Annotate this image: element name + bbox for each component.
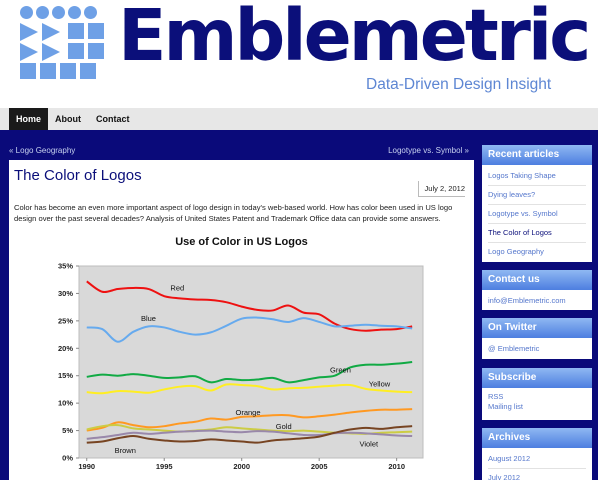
recent-article-link[interactable]: Logotype vs. Symbol (488, 205, 586, 224)
y-tick-label: 20% (58, 344, 73, 353)
previous-post-link[interactable]: « Logo Geography (9, 146, 76, 155)
series-line-blue (86, 316, 413, 343)
recent-article-link[interactable]: The Color of Logos (488, 224, 586, 243)
site-title[interactable]: Emblemetric (118, 0, 591, 77)
series-label-orange: Orange (236, 408, 261, 417)
y-tick-label: 35% (58, 262, 73, 271)
site-tagline: Data-Driven Design Insight (366, 76, 552, 93)
y-tick-label: 0% (62, 454, 73, 463)
main-content: The Color of Logos July 2, 2012 Color ha… (9, 160, 474, 480)
mailing-list-link[interactable]: Mailing list (488, 402, 524, 411)
nav-item-about[interactable]: About (55, 114, 81, 124)
subscribe-heading: Subscribe (482, 368, 592, 388)
series-label-red: Red (170, 284, 184, 293)
recent-article-link[interactable]: Dying leaves? (488, 186, 586, 205)
series-label-brown: Brown (115, 446, 136, 455)
nav-item-contact[interactable]: Contact (96, 114, 130, 124)
rss-link[interactable]: RSS (488, 392, 504, 401)
x-tick-label: 1995 (156, 462, 173, 471)
line-chart: 0% 5% 10% 15% 20% 25% 30% 35% 1990 1995 2000 2005 20… (43, 256, 443, 480)
x-tick-label: 2005 (311, 462, 328, 471)
y-tick-label: 5% (62, 426, 73, 435)
y-tick-label: 15% (58, 371, 73, 380)
series-label-blue: Blue (141, 314, 156, 323)
twitter-heading: On Twitter (482, 318, 592, 338)
series-label-gold: Gold (276, 422, 292, 431)
recent-article-link[interactable]: Logos Taking Shape (488, 167, 586, 186)
y-tick-label: 25% (58, 316, 73, 325)
x-tick-label: 2010 (388, 462, 405, 471)
series-label-yellow: Yellow (369, 380, 391, 389)
plot-area (78, 265, 424, 459)
nav-item-home[interactable]: Home (9, 108, 49, 130)
next-post-link[interactable]: Logotype vs. Symbol » (388, 146, 469, 155)
post-body: Color has become an even more important … (14, 203, 453, 223)
post-date: July 2, 2012 (417, 181, 465, 197)
chart-title: Use of Color in US Logos (175, 236, 308, 248)
recent-article-link[interactable]: Logo Geography (488, 247, 544, 256)
y-tick-label: 10% (58, 399, 73, 408)
archive-link[interactable]: August 2012 (488, 450, 586, 469)
series-label-green: Green (330, 365, 351, 374)
archives-widget: Archives August 2012 July 2012 (482, 428, 592, 480)
contact-email-link[interactable]: info@Emblemetric.com (488, 296, 566, 305)
main-nav: Home About Contact (0, 108, 598, 130)
series-line-green (86, 361, 413, 384)
contact-widget: Contact us info@Emblemetric.com (482, 270, 592, 310)
series-label-violet: Violet (359, 439, 379, 448)
recent-articles-heading: Recent articles (482, 145, 592, 165)
series-line-orange (86, 408, 413, 432)
archives-heading: Archives (482, 428, 592, 448)
x-tick-label: 1990 (78, 462, 95, 471)
series-line-red (86, 280, 413, 332)
site-header: Emblemetric Data-Driven Design Insight (0, 0, 598, 108)
x-tick-label: 2000 (233, 462, 250, 471)
post-title[interactable]: The Color of Logos (14, 167, 142, 184)
series-line-violet (86, 429, 413, 440)
y-tick-label: 30% (58, 289, 73, 298)
twitter-widget: On Twitter @ Emblemetric (482, 318, 592, 359)
contact-heading: Contact us (482, 270, 592, 290)
subscribe-widget: Subscribe RSS Mailing list (482, 368, 592, 420)
recent-articles-widget: Recent articles Logos Taking Shape Dying… (482, 145, 592, 262)
archive-link[interactable]: July 2012 (488, 473, 521, 480)
twitter-handle-link[interactable]: @ Emblemetric (488, 344, 540, 353)
series-line-brown (86, 425, 413, 444)
series-line-yellow (86, 383, 413, 395)
